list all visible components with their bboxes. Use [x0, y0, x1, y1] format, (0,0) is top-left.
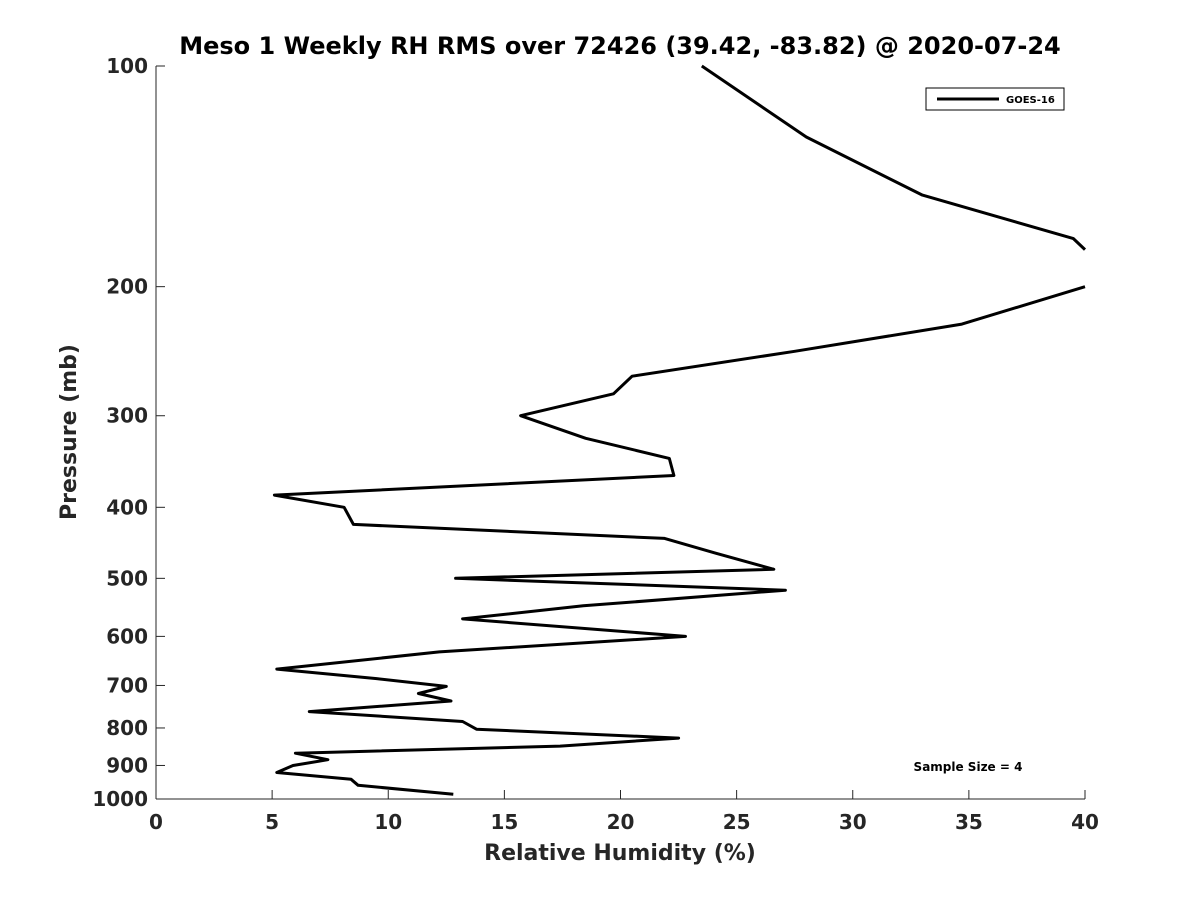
x-tick-label: 30 [839, 810, 867, 834]
x-tick-label: 0 [149, 810, 163, 834]
axes [155, 66, 1085, 800]
legend-label-goes-16: GOES-16 [1006, 95, 1055, 106]
x-tick-label: 40 [1071, 810, 1099, 834]
y-tick-label: 500 [106, 566, 148, 590]
x-tick-label: 5 [265, 810, 279, 834]
x-tick-label: 35 [955, 810, 983, 834]
x-tick-label: 20 [607, 810, 635, 834]
y-tick-label: 100 [106, 54, 148, 78]
y-tick-label: 1000 [92, 787, 148, 811]
y-axis-label: Pressure (mb) [57, 344, 82, 520]
legend: GOES-16 [925, 87, 1065, 111]
x-tick-label: 10 [374, 810, 402, 834]
y-tick-label: 800 [106, 716, 148, 740]
y-tick-label: 300 [106, 404, 148, 428]
y-tick-label: 900 [106, 753, 148, 777]
y-axis-ticks: 100 200 300 400 500 600 700 800 900 1000 [92, 54, 165, 811]
x-tick-label: 15 [490, 810, 518, 834]
x-tick-label: 25 [723, 810, 751, 834]
y-tick-label: 200 [106, 275, 148, 299]
x-axis-ticks: 0 5 10 15 20 25 30 35 40 [149, 790, 1099, 834]
sample-size-annotation: Sample Size = 4 [914, 760, 1023, 774]
x-axis-label: Relative Humidity (%) [484, 841, 756, 866]
chart-title: Meso 1 Weekly RH RMS over 72426 (39.42, … [179, 32, 1061, 60]
series-line-goes-16 [272, 64, 1087, 796]
y-tick-label: 400 [106, 495, 148, 519]
y-tick-label: 600 [106, 624, 148, 648]
series-layer [272, 64, 1087, 796]
y-tick-label: 700 [106, 673, 148, 697]
